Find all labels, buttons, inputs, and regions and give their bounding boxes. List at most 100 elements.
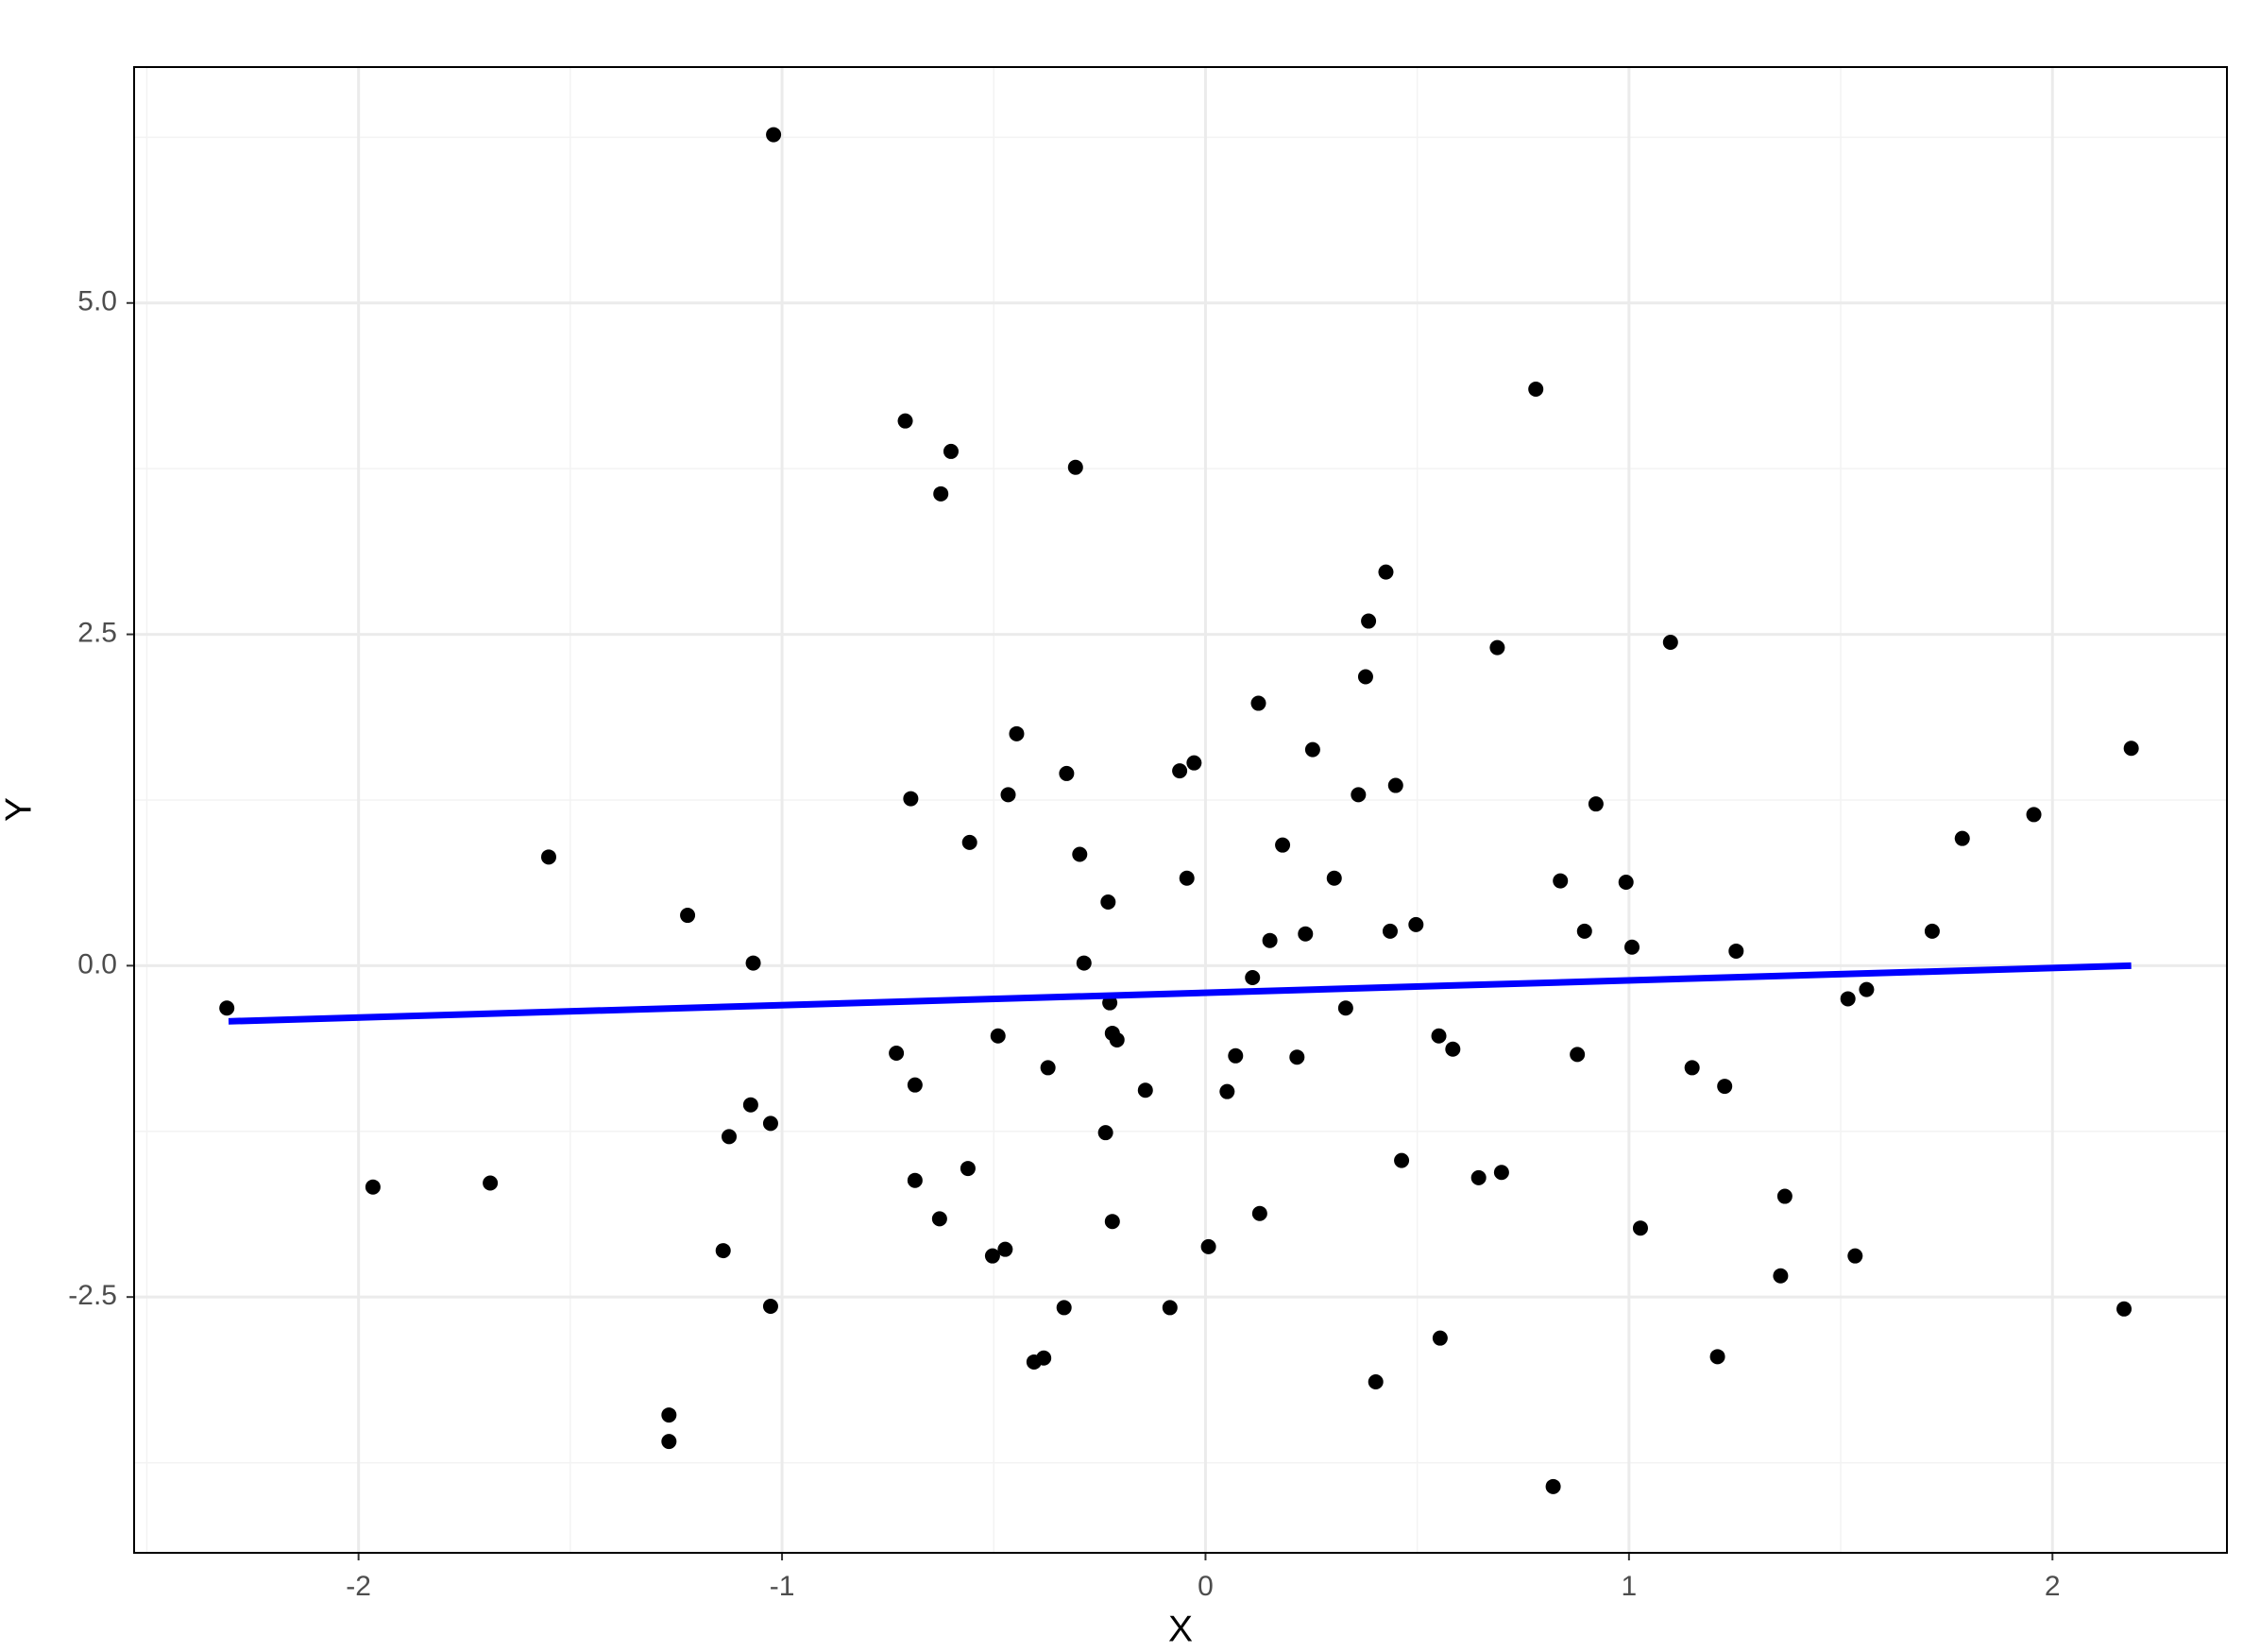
point bbox=[1387, 777, 1403, 793]
point bbox=[1576, 923, 1592, 939]
point bbox=[1228, 1047, 1244, 1064]
point bbox=[997, 1241, 1013, 1257]
point bbox=[1040, 1060, 1056, 1076]
point bbox=[1289, 1049, 1305, 1065]
x-axis-title: X bbox=[1168, 1609, 1193, 1649]
point bbox=[1431, 1028, 1447, 1044]
point bbox=[715, 1243, 731, 1259]
point bbox=[1304, 741, 1320, 758]
point bbox=[907, 1077, 923, 1093]
point bbox=[661, 1407, 677, 1423]
point bbox=[1662, 634, 1678, 650]
point bbox=[1102, 995, 1118, 1011]
point bbox=[1162, 1300, 1178, 1316]
point bbox=[1432, 1330, 1448, 1346]
point bbox=[1773, 1268, 1789, 1284]
point bbox=[2116, 1301, 2133, 1317]
point bbox=[1623, 939, 1640, 955]
point bbox=[1059, 765, 1075, 781]
point bbox=[933, 485, 949, 502]
point bbox=[1104, 1214, 1120, 1230]
point bbox=[1186, 755, 1202, 771]
x-tick-label: 1 bbox=[1622, 1571, 1638, 1602]
y-tick-label: 0.0 bbox=[77, 948, 117, 979]
point bbox=[1179, 870, 1195, 886]
point bbox=[1493, 1165, 1509, 1181]
x-tick-label: 2 bbox=[2045, 1571, 2061, 1602]
y-tick-label: -2.5 bbox=[68, 1280, 117, 1311]
x-tick-label: -1 bbox=[770, 1571, 795, 1602]
point bbox=[1954, 830, 1970, 846]
point bbox=[897, 413, 913, 429]
point bbox=[1840, 991, 1856, 1007]
panel-border bbox=[133, 66, 2228, 1554]
point bbox=[1250, 695, 1266, 711]
point bbox=[1357, 669, 1373, 685]
x-tick-label: 0 bbox=[1198, 1571, 1214, 1602]
point bbox=[1570, 1047, 1586, 1063]
point bbox=[1262, 932, 1278, 948]
point bbox=[1036, 1350, 1052, 1366]
point bbox=[1067, 459, 1083, 475]
point bbox=[1100, 894, 1116, 911]
point bbox=[1009, 725, 1025, 741]
point bbox=[1109, 1031, 1125, 1047]
point bbox=[1924, 923, 1940, 939]
point bbox=[722, 1129, 738, 1145]
point bbox=[1553, 873, 1569, 889]
point bbox=[1275, 837, 1291, 853]
point bbox=[1859, 981, 1875, 997]
point bbox=[1394, 1152, 1410, 1168]
point bbox=[483, 1175, 499, 1191]
point bbox=[762, 1116, 778, 1132]
point bbox=[1709, 1349, 1725, 1365]
point bbox=[766, 127, 782, 143]
point bbox=[1545, 1478, 1561, 1494]
point bbox=[1368, 1373, 1384, 1389]
point bbox=[1717, 1079, 1733, 1095]
point bbox=[2123, 741, 2139, 757]
point bbox=[907, 1172, 923, 1188]
y-axis-title: Y bbox=[0, 797, 39, 822]
point bbox=[1137, 1082, 1153, 1098]
point bbox=[931, 1211, 947, 1227]
point bbox=[1588, 796, 1604, 812]
point bbox=[903, 791, 919, 807]
point bbox=[2026, 807, 2042, 823]
point bbox=[1445, 1041, 1461, 1057]
point bbox=[990, 1028, 1006, 1044]
point bbox=[1378, 564, 1394, 580]
point bbox=[960, 1161, 976, 1177]
point bbox=[1298, 926, 1314, 942]
point bbox=[1337, 1000, 1353, 1016]
point bbox=[762, 1299, 778, 1315]
point bbox=[984, 1248, 1000, 1264]
point bbox=[1000, 787, 1016, 803]
point bbox=[1056, 1300, 1072, 1316]
point bbox=[1489, 639, 1505, 656]
point bbox=[1470, 1169, 1487, 1185]
point bbox=[1684, 1060, 1700, 1076]
point bbox=[1728, 943, 1744, 959]
point bbox=[742, 1097, 758, 1113]
point bbox=[1172, 763, 1188, 779]
point bbox=[1361, 613, 1377, 629]
point bbox=[365, 1179, 381, 1195]
point bbox=[1618, 874, 1634, 890]
point bbox=[1847, 1248, 1863, 1264]
point bbox=[1200, 1238, 1216, 1254]
point bbox=[1382, 923, 1398, 939]
x-tick-label: -2 bbox=[346, 1571, 371, 1602]
point bbox=[1776, 1188, 1793, 1204]
point bbox=[889, 1045, 905, 1061]
point bbox=[961, 834, 977, 850]
y-tick-label: 2.5 bbox=[77, 617, 117, 648]
point bbox=[1072, 846, 1088, 862]
point bbox=[943, 443, 959, 459]
point bbox=[1097, 1125, 1113, 1141]
point bbox=[1408, 916, 1424, 932]
point bbox=[1351, 787, 1367, 803]
point bbox=[219, 1000, 235, 1016]
point bbox=[745, 955, 761, 971]
